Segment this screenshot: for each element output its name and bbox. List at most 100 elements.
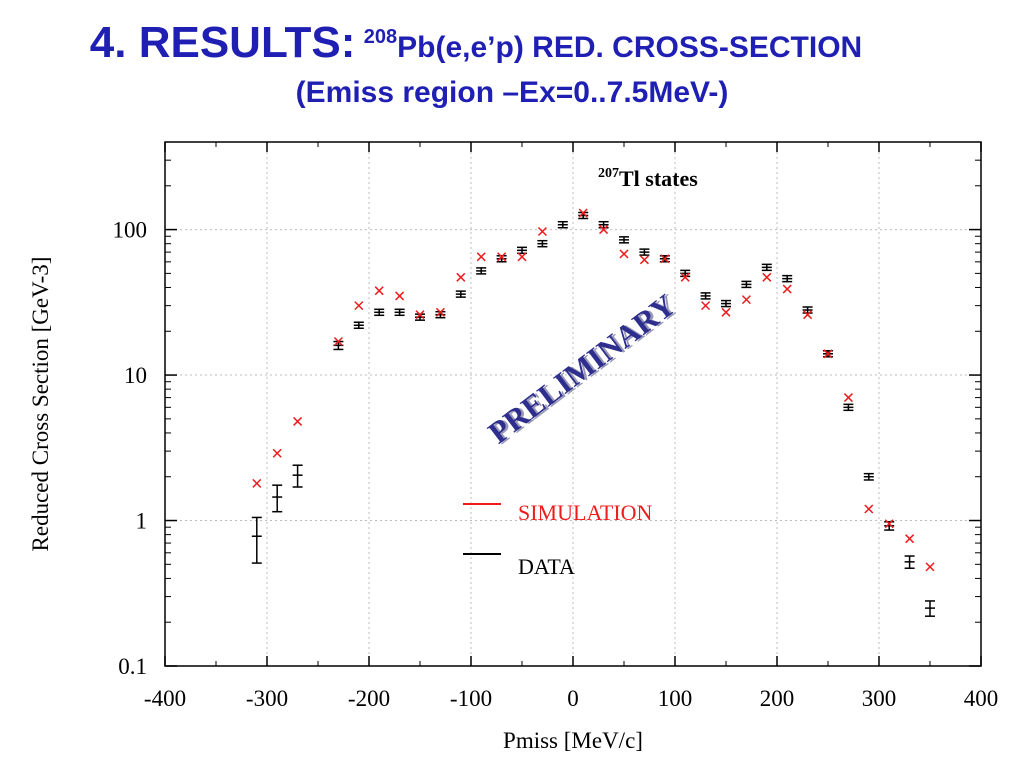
simulation-marker-stroke xyxy=(741,295,751,305)
simulation-point xyxy=(864,504,874,514)
data-point xyxy=(353,321,364,329)
data-point xyxy=(863,472,874,481)
simulation-point xyxy=(660,254,670,264)
simulation-point xyxy=(619,249,629,259)
title-superscript: 208 xyxy=(363,26,398,48)
data-point xyxy=(843,403,854,412)
simulation-point xyxy=(843,393,853,403)
x-tick-label: -300 xyxy=(246,686,288,711)
simulation-point xyxy=(905,534,915,544)
data-point xyxy=(721,299,731,308)
simulation-point xyxy=(680,272,690,282)
simulation-marker-stroke xyxy=(843,393,853,403)
simulation-marker-stroke xyxy=(578,208,588,218)
simulation-point xyxy=(782,284,792,294)
y-tick-labels: 0.1 1 10 100 xyxy=(113,218,148,679)
data-point xyxy=(292,464,303,488)
watermark-text: PRELIMINARY xyxy=(481,287,681,450)
legend-data-label: DATA xyxy=(518,554,575,579)
data-point xyxy=(904,555,915,569)
simulation-marker-stroke xyxy=(660,254,670,264)
y-tick-label: 10 xyxy=(124,363,147,388)
simulation-point xyxy=(395,291,405,301)
simulation-point xyxy=(823,349,833,359)
simulation-point xyxy=(333,337,343,347)
data-point xyxy=(761,263,772,272)
simulation-marker-stroke xyxy=(762,272,772,282)
annotation-text: Tl states xyxy=(619,166,698,191)
data-point xyxy=(700,292,711,300)
simulation-point xyxy=(537,226,547,237)
slide-title: 4. RESULTS: 208Pb(e,e’p) RED. CROSS-SECT… xyxy=(0,18,988,68)
simulation-marker-stroke xyxy=(701,301,711,311)
simulation-marker-stroke xyxy=(599,225,609,235)
simulation-marker-stroke xyxy=(476,252,486,262)
simulation-point xyxy=(884,519,894,529)
simulation-point xyxy=(497,252,507,262)
preliminary-watermark: PRELIMINARY PRELIMINARY xyxy=(481,287,684,450)
simulation-marker-stroke xyxy=(333,337,343,347)
simulation-point xyxy=(599,225,609,235)
y-tick-label: 1 xyxy=(136,509,148,534)
data-point xyxy=(802,306,813,314)
x-tick-label: 300 xyxy=(862,686,897,711)
simulation-point xyxy=(252,478,262,488)
simulation-marker-stroke xyxy=(639,255,649,265)
y-axis-label: Reduced Cross Section [GeV-3] xyxy=(28,257,53,552)
annotation-superscript: 207 xyxy=(598,166,619,181)
simulation-marker-stroke xyxy=(272,448,282,458)
data-point xyxy=(476,267,487,275)
simulation-marker-stroke xyxy=(905,534,915,544)
simulation-point xyxy=(639,255,649,265)
simulation-point xyxy=(456,272,466,282)
data-point xyxy=(639,248,650,256)
simulation-marker-stroke xyxy=(884,519,894,529)
simulation-marker-stroke xyxy=(435,307,445,317)
x-axis-label: Pmiss [MeV/c] xyxy=(503,728,643,753)
simulation-marker-stroke xyxy=(925,562,935,572)
data-point xyxy=(251,516,262,564)
simulation-point xyxy=(721,307,731,317)
data-marks xyxy=(251,208,935,617)
simulation-marker-stroke xyxy=(864,504,874,514)
simulation-point xyxy=(293,416,303,426)
x-tick-label: -100 xyxy=(450,686,492,711)
data-point xyxy=(557,220,568,229)
x-tick-label: 0 xyxy=(567,686,579,711)
simulation-point xyxy=(741,295,751,305)
simulation-marker-stroke xyxy=(354,301,364,311)
simulation-marker-stroke xyxy=(782,284,792,294)
data-point xyxy=(374,308,385,317)
grid-lines xyxy=(165,142,981,666)
simulation-point xyxy=(374,286,384,296)
simulation-marker-stroke xyxy=(374,286,384,296)
simulation-marker-stroke xyxy=(537,226,547,237)
simulation-marker-stroke xyxy=(252,478,262,488)
data-point xyxy=(741,280,752,289)
title-heading: 4. RESULTS: xyxy=(89,18,356,67)
simulation-marker-stroke xyxy=(823,349,833,359)
simulation-marker-stroke xyxy=(497,252,507,262)
simulation-point xyxy=(435,307,445,317)
simulation-marker-stroke xyxy=(619,249,629,259)
simulation-point xyxy=(578,208,588,218)
simulation-point xyxy=(762,272,772,282)
simulation-point xyxy=(354,301,364,311)
simulation-point xyxy=(476,252,486,262)
legend: SIMULATION DATA xyxy=(463,500,653,579)
data-point xyxy=(782,274,793,283)
simulation-point xyxy=(701,301,711,311)
data-point xyxy=(537,239,548,248)
x-tick-label: 200 xyxy=(760,686,795,711)
y-tick-label: 100 xyxy=(113,218,148,243)
x-tick-label: -200 xyxy=(348,686,390,711)
x-tick-label: 400 xyxy=(964,686,999,711)
simulation-point xyxy=(272,448,282,458)
simulation-marker-stroke xyxy=(456,272,466,282)
simulation-marker-stroke xyxy=(293,416,303,426)
x-tick-labels: -400 -300 -200 -100 0 100 200 300 400 xyxy=(144,686,998,711)
simulation-marker-stroke xyxy=(680,272,690,282)
simulation-point xyxy=(517,252,527,262)
data-point xyxy=(272,484,283,513)
